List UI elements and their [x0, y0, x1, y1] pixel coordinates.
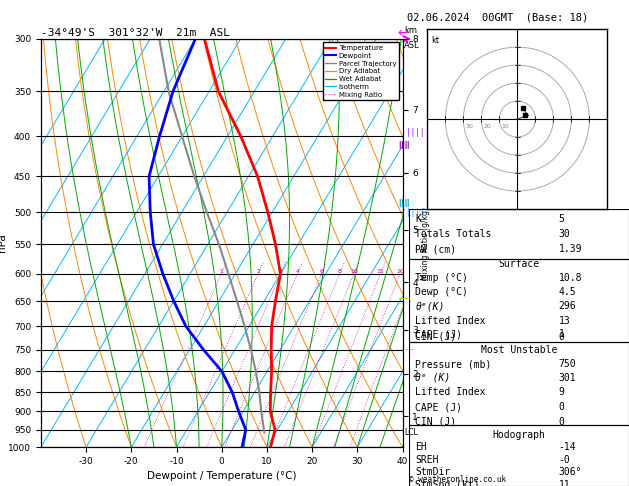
Text: 15: 15	[377, 269, 384, 274]
Y-axis label: hPa: hPa	[0, 234, 7, 252]
Text: -0: -0	[559, 455, 571, 465]
Text: 306°: 306°	[559, 467, 582, 477]
Text: Pressure (mb): Pressure (mb)	[416, 359, 492, 369]
Text: -14: -14	[559, 442, 576, 452]
Text: LCL: LCL	[404, 428, 418, 437]
Text: θᵉ(K): θᵉ(K)	[416, 301, 445, 312]
Text: 5: 5	[559, 214, 564, 224]
Text: 8: 8	[338, 269, 342, 274]
Text: 20: 20	[483, 124, 491, 129]
Text: 0: 0	[559, 417, 564, 427]
Text: km: km	[404, 26, 418, 35]
Text: 2: 2	[256, 269, 260, 274]
Text: StmSpd (kt): StmSpd (kt)	[416, 480, 480, 486]
Text: PW (cm): PW (cm)	[416, 244, 457, 254]
Text: ASL: ASL	[404, 41, 420, 50]
Text: K: K	[416, 214, 421, 224]
Text: 1: 1	[559, 330, 564, 339]
Text: 4.5: 4.5	[559, 287, 576, 297]
Text: 13: 13	[559, 315, 571, 326]
Text: ←: ←	[398, 27, 408, 39]
Text: 750: 750	[559, 359, 576, 369]
Text: CAPE (J): CAPE (J)	[416, 402, 462, 412]
Text: Surface: Surface	[498, 260, 540, 269]
Text: EH: EH	[416, 442, 427, 452]
Text: Hodograph: Hodograph	[493, 430, 545, 440]
Text: —: —	[405, 345, 415, 355]
Text: Lifted Index: Lifted Index	[416, 387, 486, 398]
Text: CAPE (J): CAPE (J)	[416, 330, 462, 339]
Text: 3: 3	[279, 269, 282, 274]
Text: CIN (J): CIN (J)	[416, 332, 457, 342]
Text: 10: 10	[350, 269, 358, 274]
Text: ǁǁ: ǁǁ	[398, 199, 411, 209]
Text: 1: 1	[220, 269, 223, 274]
Text: 9: 9	[559, 387, 564, 398]
Text: StmDir: StmDir	[416, 467, 451, 477]
Text: 30: 30	[465, 124, 473, 129]
Legend: Temperature, Dewpoint, Parcel Trajectory, Dry Adiabat, Wet Adiabat, Isotherm, Mi: Temperature, Dewpoint, Parcel Trajectory…	[323, 42, 399, 100]
Text: © weatheronline.co.uk: © weatheronline.co.uk	[409, 474, 506, 484]
Text: ǁǁ: ǁǁ	[398, 141, 411, 151]
Text: 301: 301	[559, 373, 576, 383]
Text: 30: 30	[559, 229, 571, 239]
Text: kt: kt	[431, 36, 439, 45]
Text: ||||: ||||	[406, 208, 425, 217]
Text: ||||: ||||	[406, 128, 425, 137]
Text: 296: 296	[559, 301, 576, 312]
Text: —: —	[398, 293, 410, 305]
Text: 11: 11	[559, 480, 571, 486]
Text: Temp (°C): Temp (°C)	[416, 273, 469, 283]
Text: 02.06.2024  00GMT  (Base: 18): 02.06.2024 00GMT (Base: 18)	[407, 12, 588, 22]
Text: 0: 0	[559, 332, 564, 342]
Text: CIN (J): CIN (J)	[416, 417, 457, 427]
Text: Lifted Index: Lifted Index	[416, 315, 486, 326]
Y-axis label: Mixing Ratio (g/kg): Mixing Ratio (g/kg)	[421, 207, 430, 279]
Text: 6: 6	[320, 269, 323, 274]
Text: Most Unstable: Most Unstable	[481, 345, 557, 355]
Text: θᵉ (K): θᵉ (K)	[416, 373, 451, 383]
Text: SREH: SREH	[416, 455, 439, 465]
Text: 1.39: 1.39	[559, 244, 582, 254]
Text: 0: 0	[559, 402, 564, 412]
Text: -34°49'S  301°32'W  21m  ASL: -34°49'S 301°32'W 21m ASL	[41, 28, 230, 38]
X-axis label: Dewpoint / Temperature (°C): Dewpoint / Temperature (°C)	[147, 471, 296, 482]
Text: Totals Totals: Totals Totals	[416, 229, 492, 239]
Text: Dewp (°C): Dewp (°C)	[416, 287, 469, 297]
Text: 10.8: 10.8	[559, 273, 582, 283]
Text: 20: 20	[396, 269, 404, 274]
Text: 10: 10	[501, 124, 509, 129]
Text: 4: 4	[296, 269, 299, 274]
